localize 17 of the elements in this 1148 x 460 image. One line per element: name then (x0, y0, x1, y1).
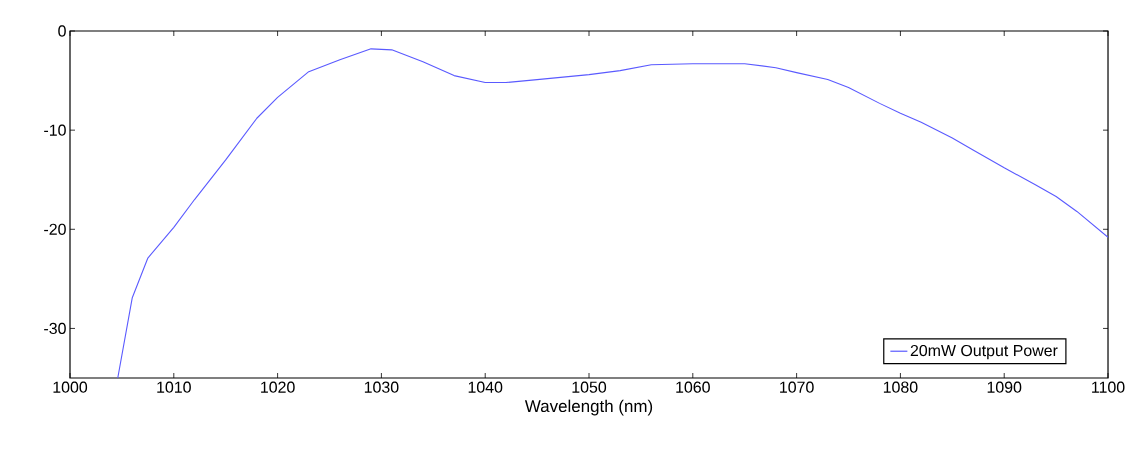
x-tick-label: 1060 (676, 381, 710, 393)
x-tick-label: 1010 (157, 381, 191, 393)
y-tick-label: -20 (44, 223, 66, 235)
x-tick-label: 1090 (987, 381, 1022, 393)
y-tick-label: -10 (44, 124, 66, 136)
x-tick-label: 1030 (364, 381, 399, 393)
x-tick-label: 1000 (53, 381, 88, 393)
y-tick-label: -30 (44, 322, 66, 335)
x-tick-label: 1080 (883, 381, 918, 393)
x-axis-title: Wavelength (nm) (524, 399, 653, 416)
legend-label: 20mW Output Power (910, 344, 1058, 360)
x-tick-label: 1100 (1092, 381, 1125, 393)
y-tick-label: 0 (58, 25, 66, 37)
x-tick-label: 1040 (468, 381, 503, 393)
x-tick-label: 1020 (261, 381, 295, 393)
x-tick-label: 1050 (572, 381, 607, 393)
x-tick-label: 1070 (780, 381, 814, 393)
